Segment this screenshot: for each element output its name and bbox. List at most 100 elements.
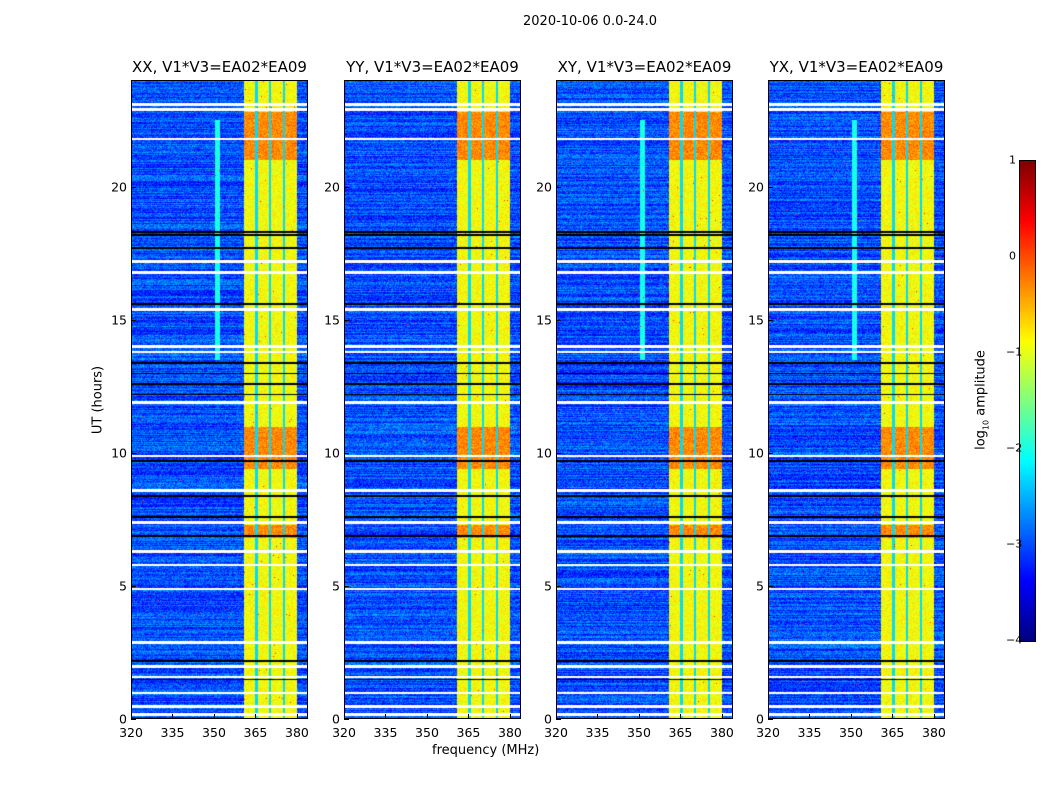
y-tick-mark <box>344 319 349 321</box>
x-tick-mark <box>172 714 174 719</box>
x-tick-mark <box>131 714 132 719</box>
x-tick-mark <box>597 714 599 719</box>
heatmap-2 <box>556 80 733 719</box>
heatmap-1 <box>344 80 521 719</box>
x-tick-mark <box>468 714 470 719</box>
panel-title: YX, V1*V3=EA02*EA09 <box>769 58 944 76</box>
heatmap-3 <box>768 80 945 719</box>
y-tick-label: 20 <box>111 179 127 194</box>
x-tick-label: 350 <box>839 725 863 740</box>
panel-title: YY, V1*V3=EA02*EA09 <box>346 58 519 76</box>
y-tick-mark <box>556 186 561 188</box>
x-tick-label: 320 <box>756 725 780 740</box>
x-tick-label: 350 <box>627 725 651 740</box>
y-tick-label: 5 <box>544 578 552 594</box>
figure-title: 2020-10-06 0.0-24.0 <box>523 14 657 29</box>
y-tick-mark <box>131 719 136 720</box>
x-tick-label: 380 <box>498 725 522 740</box>
x-tick-mark <box>556 714 557 719</box>
x-tick-label: 380 <box>922 725 946 740</box>
x-tick-label: 365 <box>456 725 481 740</box>
y-tick-label: 5 <box>332 578 340 594</box>
x-tick-mark <box>850 714 852 719</box>
y-tick-mark <box>768 452 773 454</box>
y-tick-mark <box>344 186 349 188</box>
x-tick-mark <box>809 714 811 719</box>
x-tick-label: 320 <box>119 725 143 740</box>
y-tick-mark <box>131 186 136 188</box>
x-tick-mark <box>255 714 257 719</box>
panel-title: XY, V1*V3=EA02*EA09 <box>557 58 732 76</box>
x-tick-label: 350 <box>415 725 439 740</box>
axes-frame <box>556 80 733 719</box>
x-tick-label: 380 <box>285 725 309 740</box>
colorbar-label: log10 amplitude <box>973 350 991 450</box>
x-tick-label: 365 <box>243 725 268 740</box>
x-tick-mark <box>385 714 387 719</box>
axes-frame <box>344 80 521 719</box>
y-tick-label: 0 <box>119 711 127 727</box>
y-tick-mark <box>768 719 773 720</box>
y-tick-mark <box>131 585 136 587</box>
colorbar-tick-label: 0 <box>1009 249 1016 263</box>
y-tick-label: 15 <box>748 312 764 328</box>
y-tick-label: 5 <box>119 578 127 594</box>
x-tick-mark <box>933 714 935 719</box>
panel-0: XX, V1*V3=EA02*EA09 320 335 350 365 380 0 5 10 15… <box>111 58 309 740</box>
panel-title: XX, V1*V3=EA02*EA09 <box>132 58 307 76</box>
panel-1: YY, V1*V3=EA02*EA09 320 335 350 365 380 0 5 10 15… <box>324 58 522 740</box>
colorbar-tick-label: −3 <box>1006 537 1023 551</box>
heatmap-0 <box>131 80 308 719</box>
y-tick-mark <box>344 585 349 587</box>
y-tick-mark <box>556 319 561 321</box>
y-tick-mark <box>556 452 561 454</box>
x-tick-mark <box>892 714 894 719</box>
y-tick-mark <box>344 719 349 720</box>
y-tick-label: 15 <box>324 312 340 328</box>
y-tick-label: 15 <box>111 312 127 328</box>
x-tick-label: 335 <box>585 725 610 740</box>
x-tick-mark <box>213 714 215 719</box>
x-tick-mark <box>721 714 723 719</box>
x-tick-label: 365 <box>668 725 693 740</box>
y-tick-label: 20 <box>536 179 552 194</box>
colorbar-tick-label: −2 <box>1006 441 1023 455</box>
x-tick-mark <box>426 714 428 719</box>
x-tick-label: 380 <box>710 725 734 740</box>
axes-frame <box>131 80 308 719</box>
x-tick-label: 320 <box>332 725 356 740</box>
y-tick-label: 5 <box>756 578 764 594</box>
x-tick-mark <box>638 714 640 719</box>
x-tick-mark <box>680 714 682 719</box>
y-tick-mark <box>344 452 349 454</box>
y-tick-mark <box>768 319 773 321</box>
x-axis-label: frequency (MHz) <box>432 743 540 758</box>
y-tick-mark <box>131 319 136 321</box>
y-tick-mark <box>556 585 561 587</box>
y-tick-label: 10 <box>748 445 764 461</box>
y-tick-label: 15 <box>536 312 552 328</box>
axes-frame <box>768 80 945 719</box>
y-tick-label: 10 <box>111 445 127 461</box>
x-tick-label: 320 <box>544 725 568 740</box>
x-tick-label: 335 <box>797 725 822 740</box>
y-tick-mark <box>131 452 136 454</box>
y-tick-label: 10 <box>536 445 552 461</box>
y-axis-label: UT (hours) <box>90 365 106 435</box>
x-tick-mark <box>509 714 511 719</box>
colorbar-tick-label: −4 <box>1006 633 1023 647</box>
y-tick-mark <box>768 186 773 188</box>
y-tick-label: 20 <box>324 179 340 194</box>
panel-2: XY, V1*V3=EA02*EA09 320 335 350 365 380 0 5 10 15… <box>536 58 734 740</box>
colorbar <box>1019 160 1036 642</box>
y-tick-label: 0 <box>756 711 764 727</box>
x-tick-mark <box>344 714 345 719</box>
colorbar-tick-label: 1 <box>1009 153 1016 167</box>
panel-3: YX, V1*V3=EA02*EA09 320 335 350 365 380 0 5 10 15… <box>748 58 946 740</box>
x-tick-mark <box>768 714 769 719</box>
y-tick-label: 10 <box>324 445 340 461</box>
x-tick-label: 335 <box>160 725 185 740</box>
x-tick-label: 365 <box>880 725 905 740</box>
x-tick-label: 335 <box>373 725 398 740</box>
